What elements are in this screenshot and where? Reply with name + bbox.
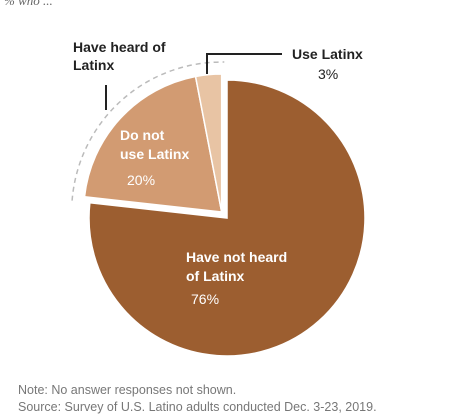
slice-not-heard	[88, 79, 366, 357]
group-label-line1: Have heard of	[73, 39, 166, 55]
slice-do-not-use	[83, 75, 223, 213]
pie-chart: Have heard of Latinx Use Latinx 3% Do no…	[71, 39, 366, 357]
not-heard-value-label: 76%	[191, 291, 219, 307]
use-value-label: 3%	[318, 66, 338, 82]
source-text: Source: Survey of U.S. Latino adults con…	[18, 400, 377, 414]
dashed-group-arc	[71, 61, 225, 201]
group-label-line2: Latinx	[73, 57, 114, 73]
not-heard-label-line2: of Latinx	[186, 268, 245, 284]
do-not-use-label-line2: use Latinx	[120, 146, 189, 162]
chart-notes: Note: No answer responses not shown. Sou…	[18, 382, 377, 416]
use-label: Use Latinx	[292, 46, 363, 62]
not-heard-label-line1: Have not heard	[186, 249, 287, 265]
leader-line-use	[206, 53, 282, 74]
do-not-use-label-line1: Do not	[120, 127, 165, 143]
slice-use	[194, 73, 223, 213]
chart-caption: % who ...	[4, 0, 53, 8]
do-not-use-value-label: 20%	[127, 172, 155, 188]
note-text: Note: No answer responses not shown.	[18, 383, 237, 397]
